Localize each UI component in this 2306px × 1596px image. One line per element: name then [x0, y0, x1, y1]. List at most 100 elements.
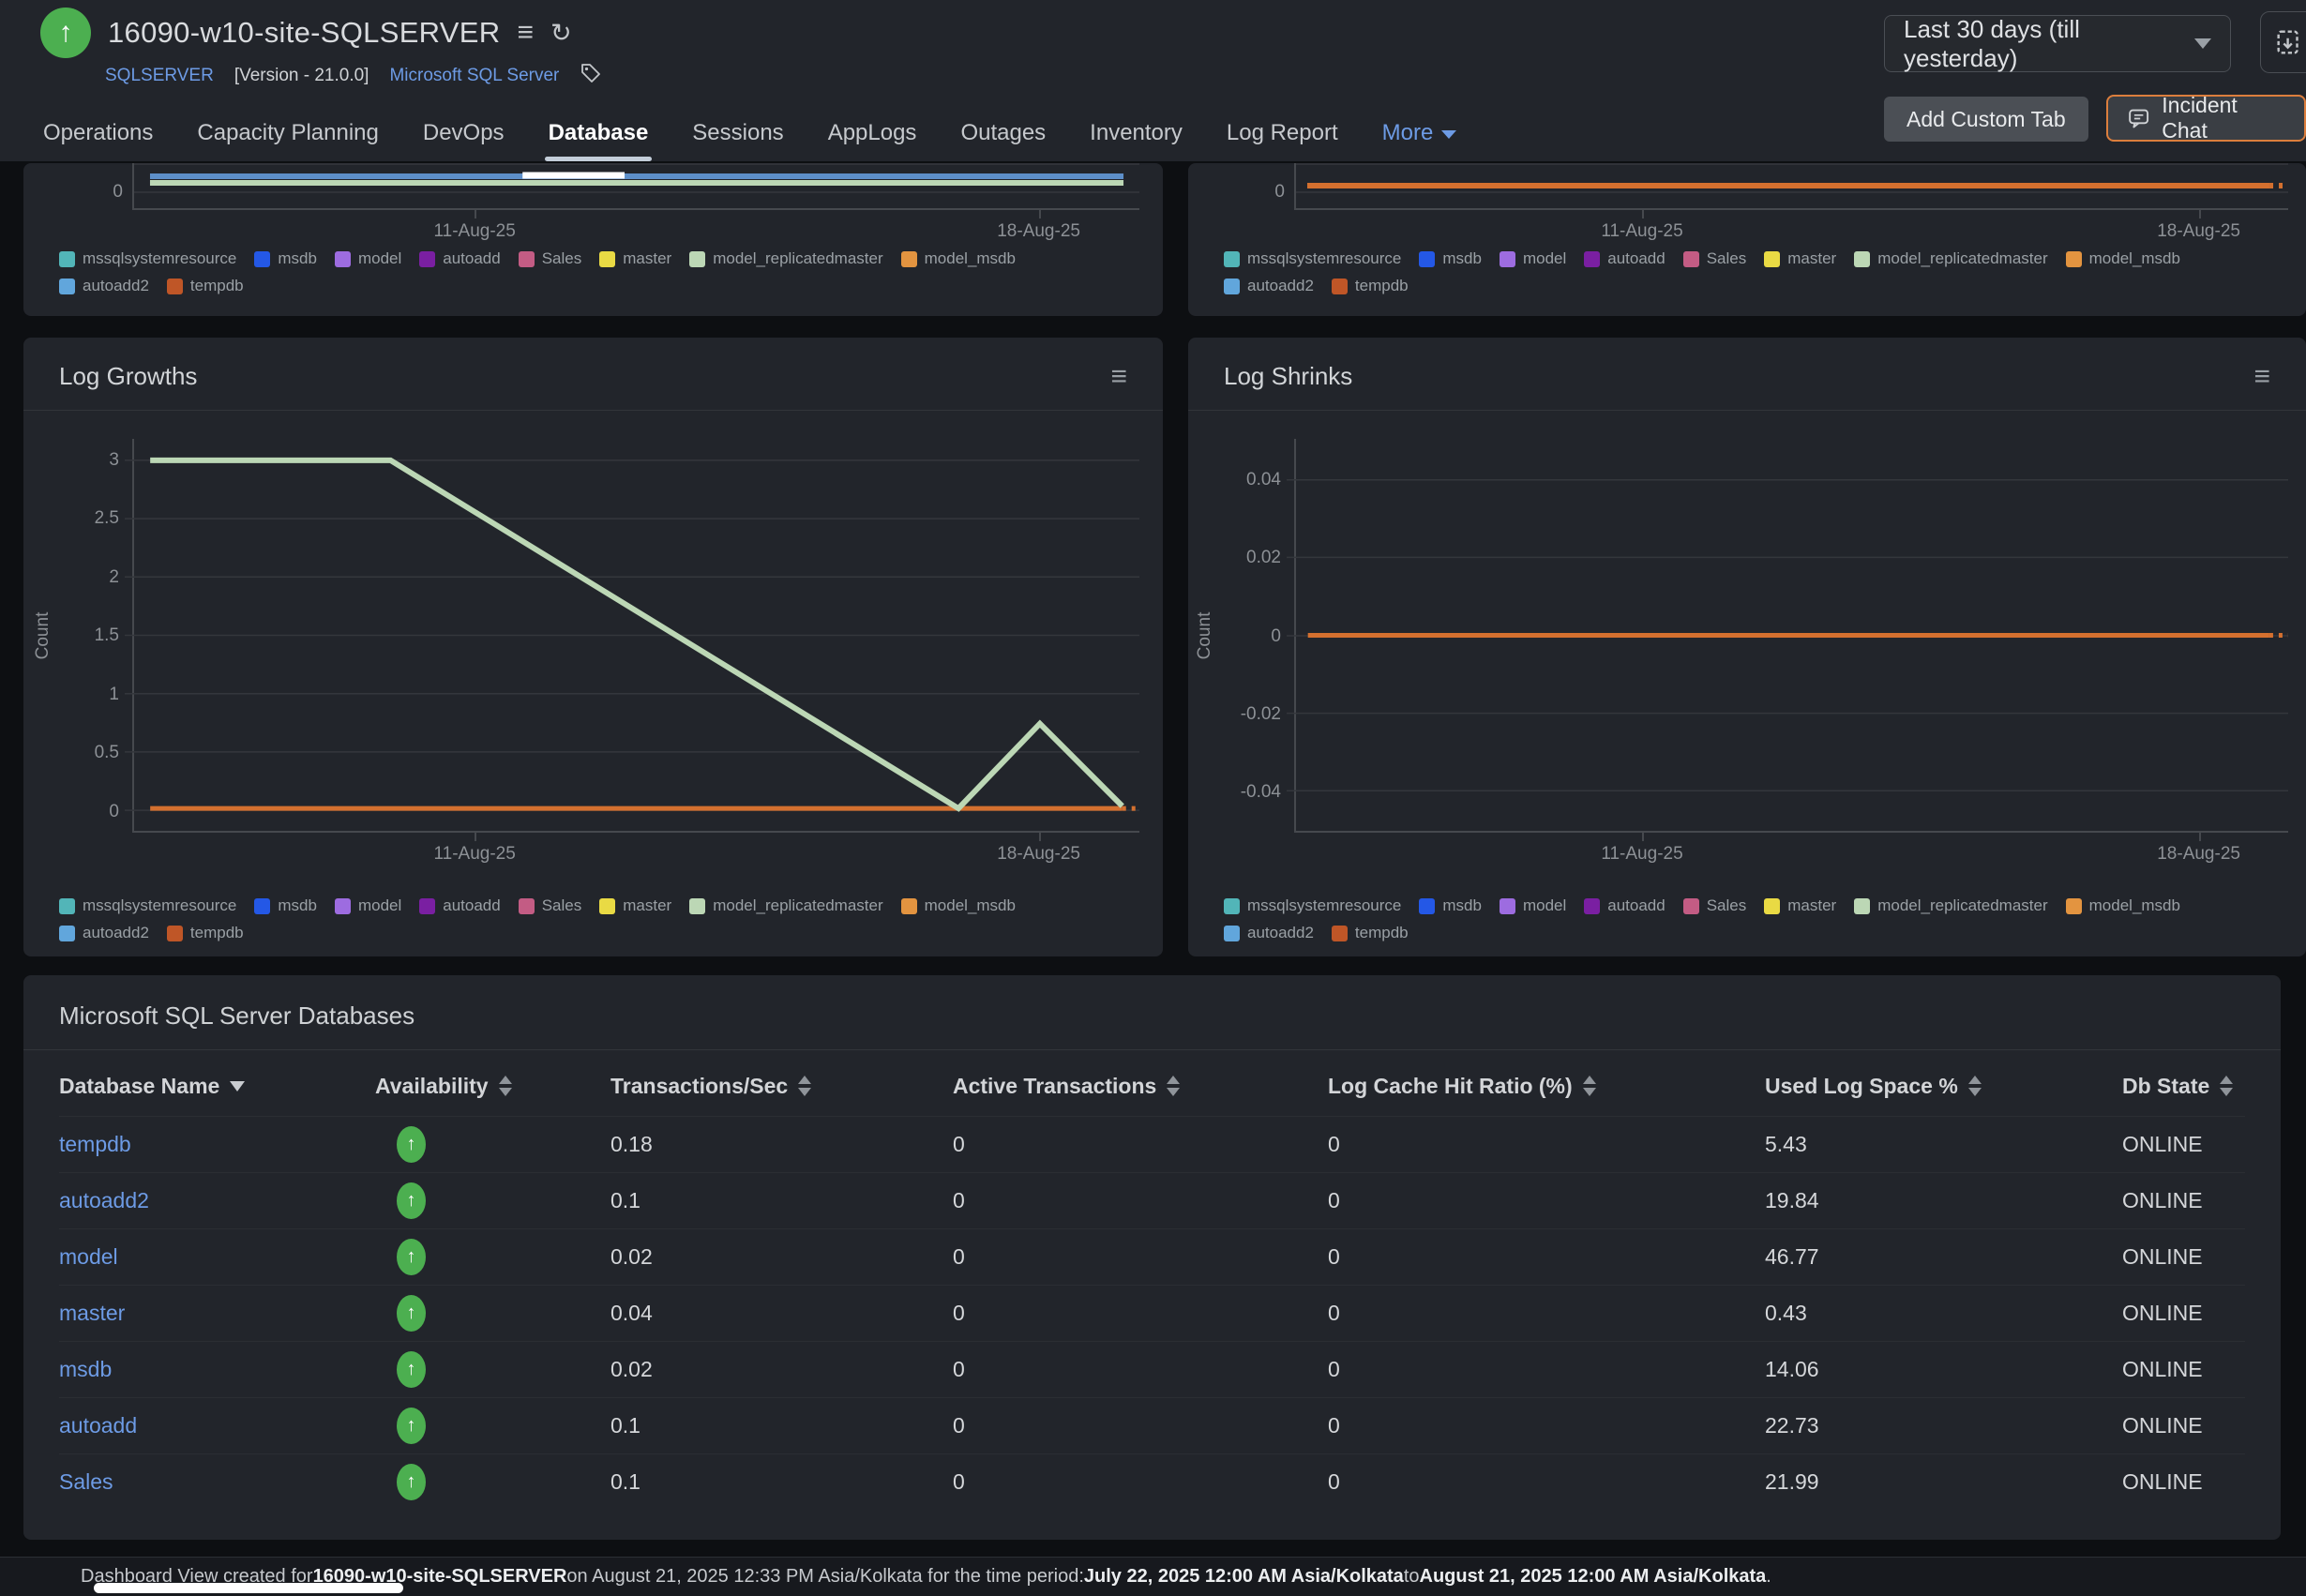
- legend-item-tempdb[interactable]: tempdb: [1331, 924, 1409, 942]
- incident-chat-button[interactable]: Incident Chat: [2106, 93, 2306, 143]
- tab-operations[interactable]: Operations: [43, 120, 153, 161]
- column-header-transactions-sec[interactable]: Transactions/Sec: [610, 1074, 953, 1099]
- legend-item-model_msdb[interactable]: model_msdb: [2065, 249, 2180, 268]
- legend-item-model[interactable]: model: [334, 896, 401, 915]
- availability-up-icon[interactable]: ↑: [397, 1126, 426, 1163]
- legend-swatch: [2065, 897, 2082, 914]
- legend-item-master[interactable]: master: [1764, 896, 1836, 915]
- legend-item-Sales[interactable]: Sales: [1682, 249, 1746, 268]
- legend-item-msdb[interactable]: msdb: [254, 896, 317, 915]
- legend-item-master[interactable]: master: [599, 249, 671, 268]
- legend-item-autoadd[interactable]: autoadd: [419, 249, 501, 268]
- chart-menu-icon[interactable]: ≡: [1110, 360, 1127, 392]
- legend-item-Sales[interactable]: Sales: [518, 896, 581, 915]
- add-custom-tab-button[interactable]: Add Custom Tab: [1884, 97, 2088, 142]
- tab-database[interactable]: Database: [544, 120, 653, 161]
- legend-item-mssqlsystemresource[interactable]: mssqlsystemresource: [59, 249, 236, 268]
- availability-up-icon[interactable]: ↑: [397, 1295, 426, 1332]
- category-link[interactable]: Microsoft SQL Server: [389, 66, 560, 85]
- legend-item-autoadd2[interactable]: autoadd2: [59, 277, 149, 295]
- refresh-icon[interactable]: ↻: [550, 18, 572, 47]
- availability-up-icon[interactable]: ↑: [397, 1464, 426, 1500]
- legend-item-model_msdb[interactable]: model_msdb: [900, 249, 1016, 268]
- chart-menu-icon[interactable]: ≡: [2253, 360, 2270, 392]
- legend-item-mssqlsystemresource[interactable]: mssqlsystemresource: [1224, 896, 1401, 915]
- column-header-active-transactions[interactable]: Active Transactions: [953, 1074, 1328, 1099]
- tab-capacity-planning[interactable]: Capacity Planning: [197, 120, 378, 161]
- legend-item-Sales[interactable]: Sales: [1682, 896, 1746, 915]
- column-header-availability[interactable]: Availability: [375, 1074, 610, 1099]
- legend-item-autoadd[interactable]: autoadd: [419, 896, 501, 915]
- legend-item-model_replicatedmaster[interactable]: model_replicatedmaster: [1854, 249, 2048, 268]
- legend-item-mssqlsystemresource[interactable]: mssqlsystemresource: [59, 896, 236, 915]
- legend-item-master[interactable]: master: [1764, 249, 1836, 268]
- legend-item-model_replicatedmaster[interactable]: model_replicatedmaster: [689, 896, 883, 915]
- log-shrinks-plot-area[interactable]: Count 0.04 0.02 0 -0.02 -0.04: [1195, 439, 2288, 833]
- database-link[interactable]: Sales: [59, 1469, 113, 1494]
- cell-used-log-space: 5.43: [1765, 1132, 1807, 1156]
- database-link[interactable]: master: [59, 1301, 126, 1325]
- pin-to-dashboard-button[interactable]: [2260, 11, 2306, 73]
- legend-item-tempdb[interactable]: tempdb: [166, 277, 244, 295]
- tab-devops[interactable]: DevOps: [423, 120, 505, 161]
- log-growths-plot-area[interactable]: Count 3 2.5 2 1.5 1 0.5 0: [33, 439, 1139, 833]
- legend-item-model_replicatedmaster[interactable]: model_replicatedmaster: [1854, 896, 2048, 915]
- hamburger-menu-icon[interactable]: ≡: [517, 17, 534, 48]
- horizontal-scrollbar-thumb[interactable]: [94, 1583, 403, 1593]
- tab-sessions[interactable]: Sessions: [692, 120, 783, 161]
- availability-up-icon[interactable]: ↑: [397, 1408, 426, 1444]
- timeframe-dropdown[interactable]: Last 30 days (till yesterday): [1884, 15, 2231, 72]
- y-axis-tick: 1.5: [94, 625, 119, 645]
- legend-item-tempdb[interactable]: tempdb: [166, 924, 244, 942]
- tab-label: Log Report: [1226, 120, 1338, 145]
- legend-swatch: [419, 250, 436, 267]
- tab-log-report[interactable]: Log Report: [1227, 120, 1338, 161]
- legend-item-model[interactable]: model: [1499, 896, 1566, 915]
- database-link[interactable]: model: [59, 1244, 118, 1269]
- database-link[interactable]: autoadd2: [59, 1188, 149, 1212]
- legend-item-Sales[interactable]: Sales: [518, 249, 581, 268]
- legend-item-mssqlsystemresource[interactable]: mssqlsystemresource: [1224, 249, 1401, 268]
- tab-applogs[interactable]: AppLogs: [828, 120, 917, 161]
- database-link[interactable]: msdb: [59, 1357, 113, 1381]
- legend-item-autoadd2[interactable]: autoadd2: [1224, 277, 1314, 295]
- availability-up-icon[interactable]: ↑: [397, 1182, 426, 1219]
- legend-item-master[interactable]: master: [599, 896, 671, 915]
- x-tick-mark: [2198, 833, 2201, 841]
- column-header-database-name[interactable]: Database Name: [59, 1074, 375, 1099]
- legend-item-model_msdb[interactable]: model_msdb: [900, 896, 1016, 915]
- tag-icon[interactable]: [580, 62, 602, 90]
- chart-legend: mssqlsystemresource msdb model autoadd Sales…: [1224, 896, 2246, 942]
- legend-item-model_replicatedmaster[interactable]: model_replicatedmaster: [689, 249, 883, 268]
- legend-item-msdb[interactable]: msdb: [254, 249, 317, 268]
- legend-item-tempdb[interactable]: tempdb: [1331, 277, 1409, 295]
- legend-item-msdb[interactable]: msdb: [1419, 249, 1482, 268]
- legend-item-model[interactable]: model: [334, 249, 401, 268]
- legend-item-autoadd2[interactable]: autoadd2: [59, 924, 149, 942]
- top-left-plot-area[interactable]: 0: [113, 163, 1139, 210]
- legend-item-msdb[interactable]: msdb: [1419, 896, 1482, 915]
- legend-item-model_msdb[interactable]: model_msdb: [2065, 896, 2180, 915]
- availability-up-icon[interactable]: ↑: [397, 1351, 426, 1388]
- sort-desc-icon: [2220, 1088, 2234, 1096]
- availability-up-icon[interactable]: ↑: [397, 1239, 426, 1275]
- legend-item-model[interactable]: model: [1499, 249, 1566, 268]
- legend-label: model_msdb: [2088, 896, 2180, 914]
- legend-item-autoadd2[interactable]: autoadd2: [1224, 924, 1314, 942]
- top-right-plot-area[interactable]: 0: [1274, 163, 2288, 210]
- chart-line-model_replicatedmaster: [150, 457, 1124, 812]
- monitor-type-link[interactable]: SQLSERVER: [105, 66, 214, 85]
- database-link[interactable]: autoadd: [59, 1413, 138, 1438]
- tab-label: Database: [548, 120, 649, 145]
- legend-item-autoadd[interactable]: autoadd: [1584, 249, 1665, 268]
- column-header-db-state[interactable]: Db State: [2122, 1074, 2245, 1099]
- tab-more[interactable]: More: [1382, 120, 1457, 161]
- tab-inventory[interactable]: Inventory: [1090, 120, 1183, 161]
- tab-outages[interactable]: Outages: [960, 120, 1046, 161]
- column-header-used-log-space-[interactable]: Used Log Space %: [1765, 1074, 2122, 1099]
- legend-item-autoadd[interactable]: autoadd: [1584, 896, 1665, 915]
- cell-transactions-per-sec: 0.1: [610, 1413, 641, 1438]
- database-link[interactable]: tempdb: [59, 1132, 131, 1156]
- column-header-log-cache-hit-ratio-[interactable]: Log Cache Hit Ratio (%): [1328, 1074, 1765, 1099]
- footer-text: to: [1403, 1566, 1420, 1587]
